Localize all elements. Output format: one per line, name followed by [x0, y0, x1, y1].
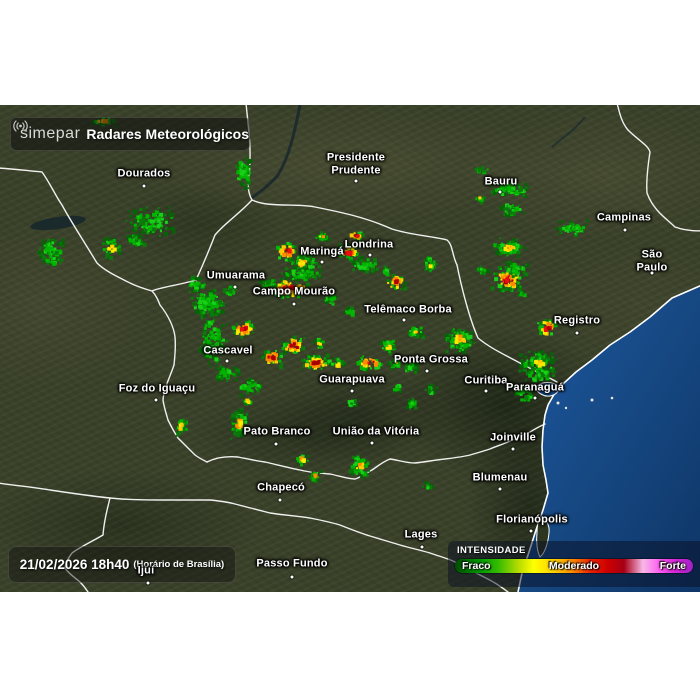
city-label: Lages — [404, 528, 438, 541]
city-dot — [511, 447, 515, 451]
legend-label-weak: Fraco — [462, 560, 491, 572]
radar-map: simepar Radares Meteorológicos 21/02/202… — [0, 105, 700, 592]
city-dot — [146, 581, 150, 585]
city-dot — [350, 389, 354, 393]
islet — [590, 398, 594, 402]
page-title: Radares Meteorológicos — [86, 126, 250, 142]
legend-label-strong: Forte — [659, 560, 686, 572]
city-dot — [225, 359, 229, 363]
paranagua-bay — [535, 382, 559, 397]
city-label: Pato Branco — [243, 425, 311, 438]
bottom-white-band — [0, 592, 700, 700]
city-label: Joinville — [490, 431, 536, 444]
islet — [610, 396, 614, 400]
city-label: Registro — [553, 314, 601, 327]
city-dot — [320, 260, 324, 264]
islet — [556, 401, 560, 405]
city-label: Maringá — [300, 245, 344, 258]
city-label: Campo Mourão — [252, 285, 336, 298]
city-label: Cascavel — [203, 344, 253, 357]
header-banner: simepar Radares Meteorológicos — [10, 117, 250, 151]
city-label: Passo Fundo — [256, 557, 328, 570]
intensity-gradient-bar: Fraco Moderado Forte — [455, 559, 693, 573]
radar-echoes-layer — [37, 117, 589, 490]
city-dot — [425, 369, 429, 373]
tiete-river — [551, 116, 586, 148]
map-geography — [0, 105, 700, 592]
islet — [564, 406, 568, 410]
city-label: Chapecó — [257, 481, 305, 494]
city-dot — [292, 302, 296, 306]
radar-waves-icon — [13, 120, 28, 132]
city-label: Bauru — [484, 175, 518, 188]
city-label: Ijuí — [137, 564, 155, 577]
city-dot — [370, 441, 374, 445]
top-white-band — [0, 0, 700, 105]
city-label: Umuarama — [206, 269, 266, 282]
city-dot — [368, 253, 372, 257]
city-label: Blumenau — [472, 471, 528, 484]
timestamp-timezone: (Horário de Brasília) — [133, 559, 225, 570]
legend-label-moderate: Moderado — [548, 560, 600, 572]
city-dot — [484, 389, 488, 393]
city-label: Paranaguá — [505, 381, 565, 394]
city-label: Telêmaco Borba — [364, 303, 452, 316]
parana-river — [251, 105, 302, 200]
city-label: Dourados — [117, 167, 171, 180]
city-dot — [498, 487, 502, 491]
city-dot — [142, 184, 146, 188]
city-dot — [420, 545, 424, 549]
ocean — [518, 285, 700, 592]
city-dot — [650, 271, 654, 275]
city-label: Foz do Iguaçu — [118, 382, 196, 395]
timestamp-datetime: 21/02/2026 18h40 — [19, 557, 130, 572]
city-dot — [354, 179, 358, 183]
intensity-legend: INTENSIDADE Fraco Moderado Forte — [448, 541, 700, 587]
city-dot — [529, 529, 533, 533]
city-dot — [402, 318, 406, 322]
city-dot — [233, 285, 237, 289]
city-label: Florianópolis — [496, 513, 568, 526]
city-dot — [290, 575, 294, 579]
city-dot — [498, 190, 502, 194]
city-label: Ponta Grossa — [394, 353, 468, 366]
city-label: União da Vitória — [332, 425, 420, 438]
legend-title: INTENSIDADE — [457, 545, 526, 556]
city-dot — [278, 498, 282, 502]
city-label: São Paulo — [636, 248, 668, 273]
timestamp-box: 21/02/2026 18h40 (Horário de Brasília) — [8, 546, 236, 583]
city-label: Curitiba — [464, 374, 508, 387]
city-dot — [274, 442, 278, 446]
city-dot — [623, 228, 627, 232]
city-label: Londrina — [344, 238, 394, 251]
city-labels-layer: Dourados Presidente Prudente Bauru Campinas… — [0, 105, 700, 592]
city-label: Guarapuava — [319, 373, 385, 386]
city-label: Campinas — [596, 211, 652, 224]
city-dot — [154, 398, 158, 402]
city-dot — [575, 331, 579, 335]
reservoir — [30, 215, 86, 231]
city-dot — [533, 396, 537, 400]
city-label: Presidente Prudente — [326, 151, 386, 176]
simepar-logo: simepar — [20, 125, 81, 142]
